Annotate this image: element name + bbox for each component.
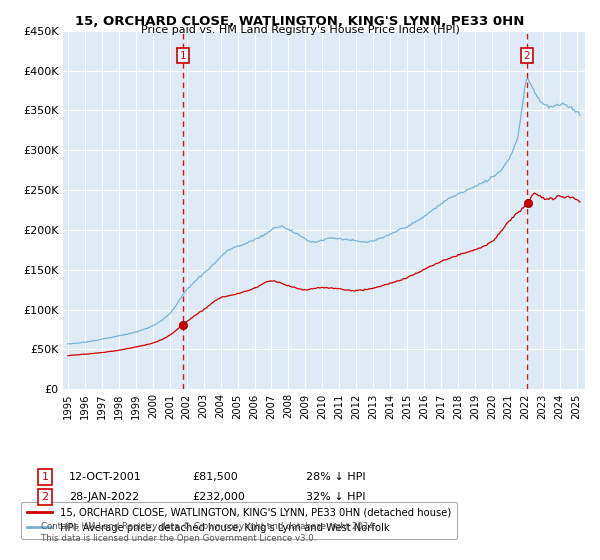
Text: 2: 2 xyxy=(41,492,49,502)
Text: 2: 2 xyxy=(524,51,530,61)
Text: 1: 1 xyxy=(180,51,187,61)
Text: Contains HM Land Registry data © Crown copyright and database right 2024.
This d: Contains HM Land Registry data © Crown c… xyxy=(41,522,376,543)
Text: £81,500: £81,500 xyxy=(192,472,238,482)
Text: 32% ↓ HPI: 32% ↓ HPI xyxy=(306,492,365,502)
Text: 28-JAN-2022: 28-JAN-2022 xyxy=(69,492,139,502)
Legend: 15, ORCHARD CLOSE, WATLINGTON, KING'S LYNN, PE33 0HN (detached house), HPI: Aver: 15, ORCHARD CLOSE, WATLINGTON, KING'S LY… xyxy=(21,502,457,539)
Text: 15, ORCHARD CLOSE, WATLINGTON, KING'S LYNN, PE33 0HN: 15, ORCHARD CLOSE, WATLINGTON, KING'S LY… xyxy=(76,15,524,27)
Text: £232,000: £232,000 xyxy=(192,492,245,502)
Text: 12-OCT-2001: 12-OCT-2001 xyxy=(69,472,142,482)
Text: Price paid vs. HM Land Registry's House Price Index (HPI): Price paid vs. HM Land Registry's House … xyxy=(140,25,460,35)
Text: 28% ↓ HPI: 28% ↓ HPI xyxy=(306,472,365,482)
Text: 1: 1 xyxy=(41,472,49,482)
